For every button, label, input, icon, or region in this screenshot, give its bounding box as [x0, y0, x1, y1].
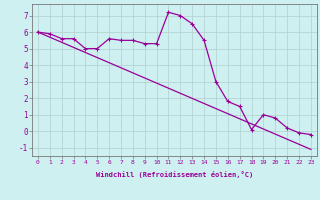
X-axis label: Windchill (Refroidissement éolien,°C): Windchill (Refroidissement éolien,°C)	[96, 171, 253, 178]
